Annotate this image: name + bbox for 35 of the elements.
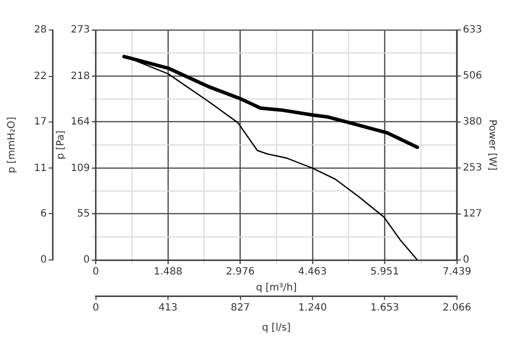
y3-tick-label: 0 xyxy=(40,254,47,266)
y-tick-label: 273 xyxy=(70,24,90,36)
y2-tick-label: 633 xyxy=(462,24,482,36)
x2-axis-title: q [l/s] xyxy=(262,322,291,334)
x2-tick-label: 0 xyxy=(92,302,99,314)
x2-tick-label: 413 xyxy=(158,302,178,314)
x-tick-label: 4.463 xyxy=(298,266,327,278)
y-axis-title: p [Pa] xyxy=(55,130,66,160)
y2-tick-label: 253 xyxy=(462,162,482,174)
y3-tick-label: 6 xyxy=(40,208,47,220)
y-tick-label: 0 xyxy=(83,254,90,266)
y3-tick-label: 17 xyxy=(34,116,47,128)
x-tick-label: 2.976 xyxy=(226,266,255,278)
y2-axis-title: Power [W] xyxy=(486,119,498,171)
x-tick-label: 7.439 xyxy=(442,266,472,278)
y2-tick-label: 127 xyxy=(462,208,482,220)
x-axis-title: q [m³/h] xyxy=(256,282,297,294)
y2-tick-label: 0 xyxy=(462,254,470,266)
y-tick-label: 218 xyxy=(70,70,90,82)
x2-tick-label: 2.066 xyxy=(442,302,472,314)
x-tick-label: 0 xyxy=(92,266,99,278)
y3-axis-title: p [mmH₂O] xyxy=(6,116,18,174)
x-tick-label: 5.951 xyxy=(370,266,400,278)
y-tick-label: 109 xyxy=(70,162,90,174)
x2-tick-label: 1.653 xyxy=(370,302,400,314)
y-tick-label: 164 xyxy=(70,116,90,128)
x2-tick-label: 827 xyxy=(230,302,250,314)
x-tick-label: 1.488 xyxy=(154,266,182,278)
y-tick-label: 55 xyxy=(77,208,90,220)
y2-tick-label: 506 xyxy=(462,70,482,82)
y3-tick-label: 11 xyxy=(34,162,47,174)
y3-tick-label: 22 xyxy=(34,70,47,82)
y3-tick-label: 28 xyxy=(34,24,47,36)
y2-tick-label: 380 xyxy=(462,116,482,128)
x2-tick-label: 1.240 xyxy=(298,302,327,314)
